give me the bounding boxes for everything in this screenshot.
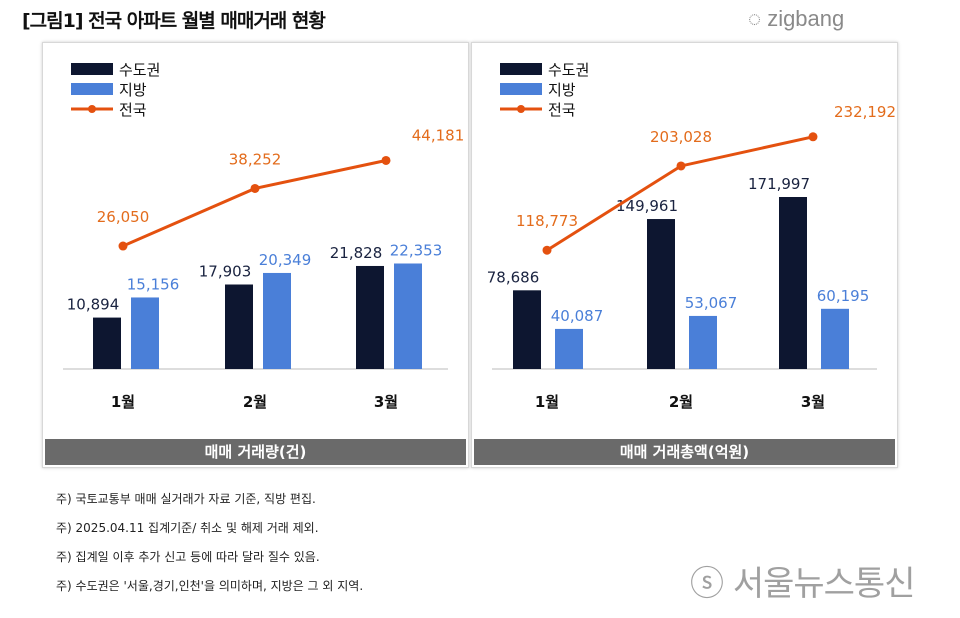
data-label: 149,961: [616, 197, 678, 215]
bar-capital: [513, 290, 541, 369]
x-tick-label: 1월: [535, 393, 559, 411]
legend-label: 수도권: [548, 61, 589, 79]
footnote: 주) 국토교통부 매매 실거래가 자료 기준, 직방 편집.: [56, 492, 316, 506]
bar-capital: [647, 219, 675, 369]
national-point: [118, 241, 128, 251]
national-point: [808, 132, 818, 142]
national-line: [546, 135, 814, 252]
data-label: 232,192: [834, 103, 896, 121]
legend-marker: [517, 105, 525, 113]
data-label: 53,067: [685, 294, 738, 312]
legend-swatch: [500, 83, 542, 95]
data-label: 21,828: [330, 244, 383, 262]
bar-region: [689, 315, 717, 369]
bar-region: [821, 308, 849, 369]
bar-region: [131, 297, 159, 369]
bar-capital: [356, 265, 384, 369]
national-point: [542, 245, 552, 255]
data-label: 38,252: [229, 150, 282, 168]
data-label: 10,894: [67, 296, 120, 314]
national-point: [250, 183, 260, 193]
national-line: [122, 158, 387, 248]
bar-capital: [779, 197, 807, 369]
footnote: 주) 집계일 이후 추가 신고 등에 따라 달라 질수 있음.: [56, 550, 320, 564]
footnote: 주) 수도권은 '서울,경기,인천'을 의미하며, 지방은 그 외 지역.: [56, 579, 364, 593]
legend-label: 전국: [548, 101, 576, 119]
legend-swatch: [71, 83, 113, 95]
bar-capital: [93, 317, 121, 369]
legend-label: 전국: [119, 101, 147, 119]
x-tick-label: 3월: [801, 393, 825, 411]
legend-label: 지방: [548, 81, 576, 99]
zigbang-logo: ◌ zigbang: [748, 6, 845, 31]
data-label: 203,028: [650, 128, 712, 146]
bar-capital: [225, 284, 253, 369]
x-tick-label: 1월: [111, 393, 135, 411]
footnote: 주) 2025.04.11 집계기준/ 취소 및 해제 거래 제외.: [56, 521, 319, 535]
x-tick-label: 2월: [669, 393, 693, 411]
legend-label: 수도권: [119, 61, 160, 79]
national-point: [676, 161, 686, 171]
data-label: 15,156: [127, 275, 180, 293]
bar-region: [263, 272, 291, 369]
band-label-amount: 매매 거래총액(억원): [474, 439, 895, 465]
legend-label: 지방: [119, 81, 147, 99]
footnotes: 주) 국토교통부 매매 실거래가 자료 기준, 직방 편집. 주) 2025.0…: [56, 485, 363, 601]
national-point: [381, 155, 391, 165]
data-label: 26,050: [97, 208, 150, 226]
legend-swatch: [71, 63, 113, 75]
x-tick-label: 3월: [374, 393, 398, 411]
band-label-volume: 매매 거래량(건): [45, 439, 466, 465]
data-label: 60,195: [817, 287, 870, 305]
bar-region: [555, 328, 583, 369]
legend-swatch: [500, 63, 542, 75]
data-label: 20,349: [259, 251, 312, 269]
data-label: 171,997: [748, 175, 810, 193]
data-label: 44,181: [412, 126, 465, 144]
data-label: 118,773: [516, 212, 578, 230]
x-tick-label: 2월: [243, 393, 267, 411]
figure-title: [그림1] 전국 아파트 월별 매매거래 현황: [22, 10, 326, 32]
data-label: 78,686: [487, 268, 540, 286]
data-label: 22,353: [390, 241, 443, 259]
watermark: ⓢ 서울뉴스통신: [690, 564, 915, 604]
data-label: 17,903: [199, 262, 252, 280]
data-label: 40,087: [551, 307, 604, 325]
bar-region: [394, 263, 422, 369]
legend-marker: [88, 105, 96, 113]
